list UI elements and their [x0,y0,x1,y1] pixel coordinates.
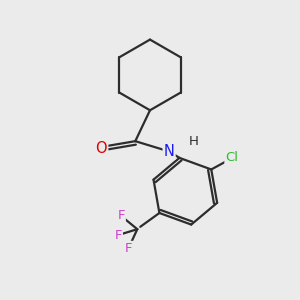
Text: Cl: Cl [225,151,239,164]
Text: O: O [96,141,107,156]
Text: N: N [164,144,175,159]
Text: F: F [125,242,132,255]
Text: F: F [114,229,122,242]
Text: H: H [189,135,199,148]
Text: F: F [117,209,125,222]
